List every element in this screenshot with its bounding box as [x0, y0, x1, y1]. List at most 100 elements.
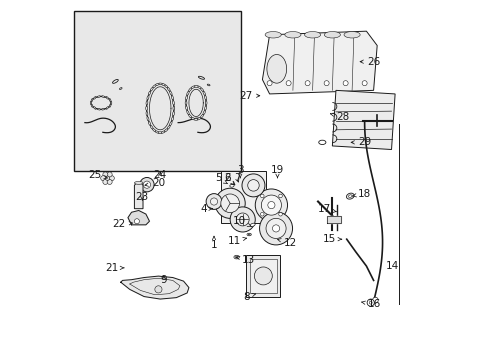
Ellipse shape [150, 126, 153, 129]
Ellipse shape [155, 84, 159, 86]
Circle shape [324, 81, 328, 86]
Circle shape [278, 212, 282, 216]
Ellipse shape [171, 117, 173, 121]
Circle shape [285, 81, 290, 86]
Ellipse shape [194, 86, 198, 87]
Circle shape [134, 219, 139, 224]
Ellipse shape [148, 91, 150, 95]
Text: 19: 19 [270, 165, 284, 178]
Ellipse shape [246, 233, 251, 236]
Ellipse shape [167, 126, 170, 129]
Text: 15: 15 [322, 234, 341, 244]
Ellipse shape [204, 96, 206, 100]
Ellipse shape [169, 121, 172, 126]
Ellipse shape [161, 131, 165, 133]
Ellipse shape [148, 121, 150, 126]
PathPatch shape [262, 31, 376, 94]
Ellipse shape [158, 132, 162, 134]
Ellipse shape [152, 129, 156, 132]
Circle shape [107, 172, 112, 177]
Bar [249, 259, 276, 293]
Circle shape [362, 81, 366, 86]
Text: 20: 20 [144, 178, 165, 188]
Ellipse shape [264, 32, 281, 38]
Circle shape [206, 194, 222, 210]
Ellipse shape [150, 87, 153, 91]
Circle shape [343, 81, 347, 86]
Circle shape [265, 219, 285, 238]
PathPatch shape [134, 184, 142, 209]
Ellipse shape [185, 106, 187, 110]
Ellipse shape [97, 96, 100, 98]
Ellipse shape [91, 104, 93, 107]
Circle shape [215, 188, 244, 219]
Text: 3: 3 [236, 165, 243, 178]
Ellipse shape [207, 84, 209, 86]
Text: 9: 9 [160, 275, 167, 285]
Circle shape [368, 301, 371, 304]
Ellipse shape [186, 91, 189, 95]
Ellipse shape [194, 118, 198, 120]
Circle shape [140, 177, 154, 192]
Text: 16: 16 [361, 300, 380, 310]
Ellipse shape [203, 91, 205, 95]
Ellipse shape [145, 106, 147, 111]
Circle shape [261, 195, 281, 215]
Ellipse shape [197, 86, 201, 89]
Ellipse shape [285, 32, 301, 38]
Text: 18: 18 [352, 189, 371, 199]
Ellipse shape [146, 117, 149, 121]
Ellipse shape [102, 96, 104, 98]
Text: 10: 10 [233, 216, 251, 226]
Ellipse shape [203, 111, 205, 114]
Text: 24: 24 [153, 170, 166, 180]
Text: 22: 22 [112, 219, 132, 229]
PathPatch shape [332, 90, 394, 149]
Ellipse shape [90, 101, 92, 104]
Text: 29: 29 [350, 138, 371, 147]
Ellipse shape [250, 223, 255, 226]
Ellipse shape [205, 101, 206, 105]
Ellipse shape [229, 184, 234, 187]
Ellipse shape [110, 101, 112, 104]
Circle shape [155, 286, 162, 293]
Ellipse shape [204, 106, 206, 110]
Ellipse shape [93, 107, 96, 109]
Text: 5: 5 [215, 173, 227, 184]
Ellipse shape [155, 131, 159, 133]
Circle shape [143, 181, 150, 188]
Circle shape [267, 202, 274, 209]
Text: 11: 11 [227, 236, 246, 246]
Ellipse shape [324, 32, 340, 38]
Bar [221, 171, 265, 223]
Text: 8: 8 [243, 292, 255, 302]
Circle shape [109, 176, 114, 181]
Bar [246, 255, 280, 297]
Ellipse shape [266, 54, 286, 83]
Text: 6: 6 [224, 173, 234, 185]
Text: 4: 4 [200, 204, 212, 214]
Ellipse shape [161, 84, 165, 86]
Ellipse shape [172, 101, 174, 105]
Text: 23: 23 [135, 192, 149, 202]
Ellipse shape [344, 32, 360, 38]
Polygon shape [121, 276, 188, 299]
Ellipse shape [109, 99, 111, 102]
Text: 1: 1 [210, 237, 217, 249]
Circle shape [101, 176, 105, 181]
Text: 21: 21 [105, 263, 123, 273]
Circle shape [255, 189, 287, 221]
Ellipse shape [188, 88, 191, 91]
Circle shape [259, 212, 292, 245]
Ellipse shape [106, 96, 108, 99]
Ellipse shape [248, 234, 249, 235]
Ellipse shape [97, 108, 100, 110]
Circle shape [236, 213, 249, 226]
Circle shape [305, 81, 309, 86]
Ellipse shape [188, 114, 191, 118]
Circle shape [260, 212, 264, 216]
Circle shape [254, 267, 272, 285]
Circle shape [102, 172, 108, 177]
Text: 14: 14 [386, 261, 399, 271]
Ellipse shape [112, 80, 118, 83]
